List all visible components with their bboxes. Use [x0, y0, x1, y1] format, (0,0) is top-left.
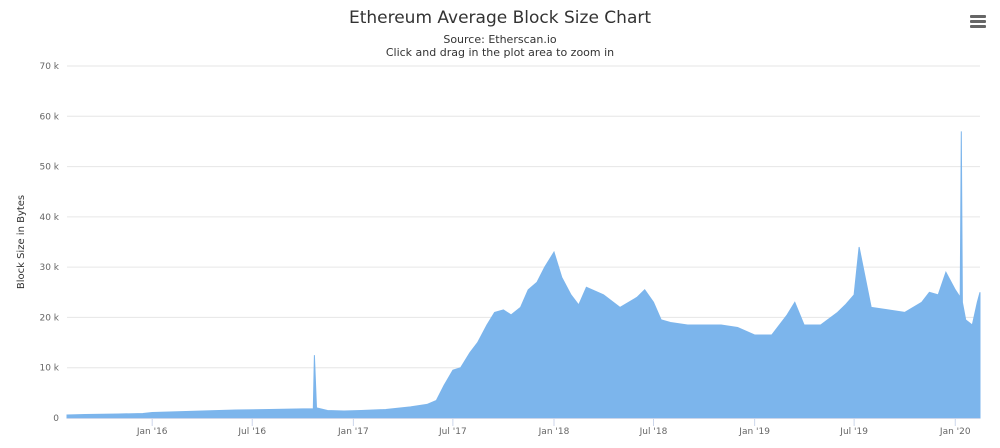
x-tick-label: Jul '19 — [839, 427, 868, 437]
series-area[interactable] — [66, 131, 981, 419]
x-tick-label: Jul '18 — [639, 427, 668, 437]
y-tick-label: 60 k — [39, 112, 59, 122]
chart-subtitle-source: Source: Etherscan.io — [443, 33, 557, 46]
x-tick-label: Jul '16 — [237, 427, 266, 437]
x-axis-ticks: Jan '16 Jul '16 Jan '17 Jul '17 Jan '18 Jul '… — [136, 418, 971, 437]
y-tick-label: 20 k — [39, 313, 59, 323]
y-tick-label: 70 k — [39, 62, 59, 72]
menu-icon-bar — [970, 20, 986, 23]
menu-icon[interactable] — [970, 14, 986, 28]
y-tick-label: 50 k — [39, 163, 59, 173]
y-axis-ticks: 0 10 k 20 k 30 k 40 k 50 k 60 k 70 k — [39, 62, 59, 424]
y-tick-label: 30 k — [39, 263, 59, 273]
menu-icon-bar — [970, 15, 986, 18]
x-tick-label: Jul '17 — [438, 427, 467, 437]
menu-icon-bar — [970, 25, 986, 28]
chart-title: Ethereum Average Block Size Chart — [348, 8, 652, 28]
gridlines — [67, 65, 980, 369]
x-tick-label: Jan '18 — [538, 427, 570, 437]
block-size-area[interactable] — [66, 131, 981, 419]
y-tick-label: 0 — [53, 414, 59, 424]
x-tick-label: Jan '20 — [939, 427, 971, 437]
chart-subtitle-zoom-hint: Click and drag in the plot area to zoom … — [385, 46, 615, 59]
x-tick-label: Jan '19 — [738, 427, 770, 437]
y-tick-label: 40 k — [39, 213, 59, 223]
x-tick-label: Jan '17 — [337, 427, 369, 437]
x-tick-label: Jan '16 — [136, 427, 168, 437]
y-axis-label: Block Size in Bytes — [16, 195, 27, 289]
y-tick-label: 10 k — [39, 364, 59, 374]
